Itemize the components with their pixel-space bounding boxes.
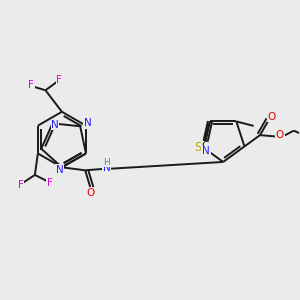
Text: N: N: [84, 118, 91, 128]
Text: N: N: [103, 163, 110, 173]
Text: N: N: [202, 146, 210, 156]
Text: O: O: [268, 112, 276, 122]
Text: O: O: [276, 130, 284, 140]
Text: C: C: [201, 141, 208, 151]
Text: F: F: [28, 80, 34, 90]
Text: H: H: [103, 158, 110, 167]
Text: N: N: [56, 165, 63, 175]
Text: F: F: [56, 75, 62, 85]
Text: F: F: [18, 180, 23, 190]
Text: O: O: [86, 188, 95, 198]
Text: S: S: [195, 141, 202, 154]
Text: N: N: [51, 120, 59, 130]
Text: F: F: [47, 178, 53, 188]
